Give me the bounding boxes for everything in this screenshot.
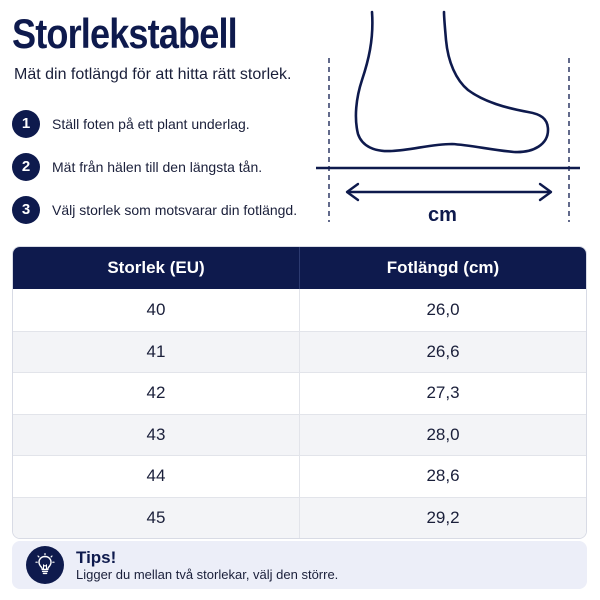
cell-size: 41: [146, 341, 166, 361]
arrow-left-head: [345, 182, 360, 202]
tips-title: Tips!: [76, 547, 117, 567]
step-item: 3 Välj storlek som motsvarar din fotläng…: [12, 188, 312, 231]
size-table: Storlek (EU) Fotlängd (cm) 40 26,0 41 26…: [12, 246, 587, 539]
arrow-right-head: [538, 182, 553, 202]
table-body: 40 26,0 41 26,6 42 27,3 43 28,0 44 28,6 …: [13, 289, 586, 538]
cell-size: 43: [146, 424, 166, 444]
cell-length: 27,3: [299, 373, 586, 414]
table-row: 45 29,2: [13, 496, 586, 538]
table-row: 43 28,0: [13, 413, 586, 455]
page-subtitle: Mät din fotlängd för att hitta rätt stor…: [14, 66, 292, 83]
step-number-badge: 3: [12, 195, 40, 224]
cell-length: 26,6: [299, 331, 586, 372]
column-header-size: Storlek (EU): [107, 258, 205, 277]
page-title: Storlekstabell: [12, 10, 238, 57]
tips-box: Tips! Ligger du mellan två storlekar, vä…: [12, 541, 587, 589]
step-text: Mät från hälen till den längsta tån.: [52, 158, 263, 175]
step-item: 1 Ställ foten på ett plant underlag.: [12, 102, 312, 145]
table-header: Storlek (EU) Fotlängd (cm): [13, 247, 586, 289]
step-text: Ställ foten på ett plant underlag.: [52, 115, 250, 132]
tips-body: Ligger du mellan två storlekar, välj den…: [76, 566, 339, 582]
cell-length: 28,6: [299, 456, 586, 497]
cell-size: 42: [146, 383, 166, 403]
cell-length: 26,0: [299, 289, 586, 331]
step-item: 2 Mät från hälen till den längsta tån.: [12, 145, 312, 188]
column-header-length: Fotlängd (cm): [299, 247, 586, 289]
table-row: 41 26,6: [13, 330, 586, 372]
step-text: Välj storlek som motsvarar din fotlängd.: [52, 201, 298, 218]
unit-label: cm: [428, 204, 457, 226]
tips-text-group: Tips! Ligger du mellan två storlekar, vä…: [76, 548, 338, 583]
lightbulb-icon: [26, 546, 64, 584]
table-row: 44 28,6: [13, 455, 586, 497]
foot-outline-icon: [354, 10, 550, 154]
steps-list: 1 Ställ foten på ett plant underlag. 2 M…: [12, 102, 312, 231]
table-row: 42 27,3: [13, 372, 586, 414]
cell-size: 44: [146, 466, 166, 486]
step-number-badge: 2: [12, 152, 40, 181]
table-row: 40 26,0: [13, 289, 586, 331]
step-number-badge: 1: [12, 109, 40, 138]
cell-size: 45: [146, 507, 166, 527]
cell-length: 28,0: [299, 414, 586, 455]
cell-length: 29,2: [299, 497, 586, 538]
foot-measurement-diagram: [316, 10, 580, 222]
cell-size: 40: [146, 299, 166, 319]
